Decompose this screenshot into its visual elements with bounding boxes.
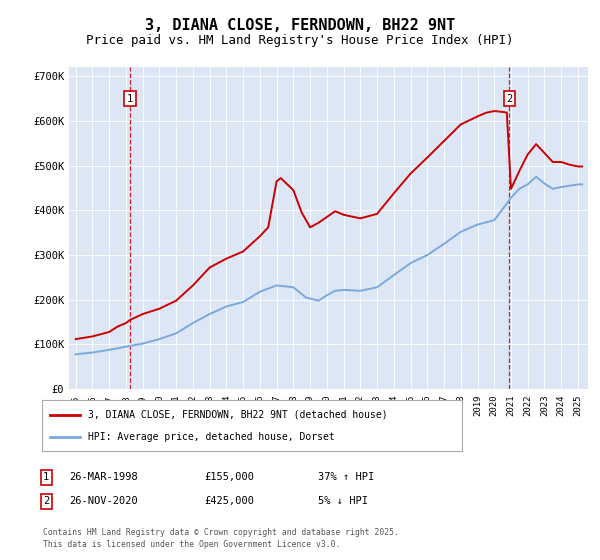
Text: 26-NOV-2020: 26-NOV-2020 — [69, 496, 138, 506]
Text: 2: 2 — [506, 94, 512, 104]
Text: 3, DIANA CLOSE, FERNDOWN, BH22 9NT: 3, DIANA CLOSE, FERNDOWN, BH22 9NT — [145, 18, 455, 32]
Text: 2: 2 — [43, 496, 49, 506]
Text: £155,000: £155,000 — [204, 472, 254, 482]
Text: 5% ↓ HPI: 5% ↓ HPI — [318, 496, 368, 506]
Text: 3, DIANA CLOSE, FERNDOWN, BH22 9NT (detached house): 3, DIANA CLOSE, FERNDOWN, BH22 9NT (deta… — [88, 409, 388, 419]
Text: Price paid vs. HM Land Registry's House Price Index (HPI): Price paid vs. HM Land Registry's House … — [86, 34, 514, 48]
Text: 1: 1 — [127, 94, 133, 104]
Text: £425,000: £425,000 — [204, 496, 254, 506]
Text: Contains HM Land Registry data © Crown copyright and database right 2025.
This d: Contains HM Land Registry data © Crown c… — [43, 528, 399, 549]
Text: 1: 1 — [43, 472, 49, 482]
Text: 37% ↑ HPI: 37% ↑ HPI — [318, 472, 374, 482]
Text: 26-MAR-1998: 26-MAR-1998 — [69, 472, 138, 482]
Text: HPI: Average price, detached house, Dorset: HPI: Average price, detached house, Dors… — [88, 432, 335, 442]
